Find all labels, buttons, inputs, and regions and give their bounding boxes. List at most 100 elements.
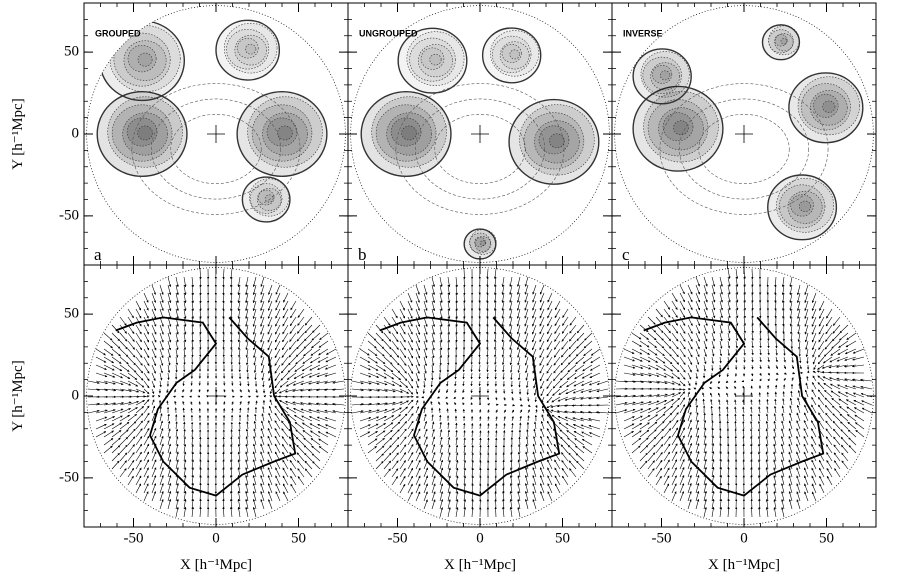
velocity-arrow xyxy=(788,443,793,454)
velocity-arrow xyxy=(647,460,655,470)
velocity-arrow xyxy=(159,300,164,311)
velocity-arrow xyxy=(431,491,436,502)
velocity-arrow xyxy=(841,444,849,454)
velocity-arrow xyxy=(143,475,149,486)
contour xyxy=(778,184,826,229)
velocity-arrow xyxy=(803,443,809,454)
velocity-arrow xyxy=(260,340,265,351)
velocity-arrow xyxy=(181,395,185,398)
velocity-arrow xyxy=(454,380,457,387)
velocity-arrow xyxy=(415,300,420,311)
velocity-arrow xyxy=(679,404,686,414)
velocity-arrow xyxy=(561,459,569,470)
velocity-arrow xyxy=(671,419,679,430)
velocity-arrow xyxy=(260,491,265,502)
velocity-arrow xyxy=(695,490,700,502)
velocity-arrow xyxy=(439,421,442,430)
velocity-arrow xyxy=(679,372,686,380)
velocity-arrow xyxy=(199,276,202,288)
velocity-arrow xyxy=(845,340,857,348)
velocity-arrow xyxy=(517,451,521,462)
velocity-arrow xyxy=(623,430,634,438)
velocity-arrow xyxy=(301,415,313,422)
velocity-arrow xyxy=(303,348,313,357)
velocity-arrow xyxy=(758,413,761,422)
velocity-arrow xyxy=(297,324,305,334)
velocity-arrow xyxy=(191,276,195,288)
velocity-arrow xyxy=(245,506,249,518)
contour xyxy=(474,236,492,252)
velocity-arrow xyxy=(546,380,553,390)
velocity-arrow xyxy=(818,340,825,351)
velocity-arrow xyxy=(546,396,553,404)
velocity-arrow xyxy=(751,340,754,349)
velocity-arrow xyxy=(127,400,139,406)
velocity-arrow xyxy=(547,459,553,470)
velocity-arrow xyxy=(532,340,537,351)
velocity-arrow xyxy=(261,364,265,374)
velocity-arrow xyxy=(447,422,450,430)
velocity-arrow xyxy=(553,372,561,382)
velocity-arrow xyxy=(487,416,490,422)
velocity-arrow xyxy=(135,428,143,438)
velocity-arrow xyxy=(182,388,185,393)
velocity-arrow xyxy=(803,467,809,478)
velocity-arrow xyxy=(239,388,242,393)
velocity-arrow xyxy=(175,276,179,288)
velocity-arrow xyxy=(281,420,289,430)
velocity-arrow xyxy=(282,308,289,319)
velocity-arrow xyxy=(454,388,457,394)
velocity-arrow xyxy=(199,340,202,350)
velocity-arrow xyxy=(695,332,700,342)
velocity-arrow xyxy=(554,483,561,494)
velocity-arrow xyxy=(569,316,577,326)
velocity-arrow xyxy=(783,348,786,356)
velocity-arrow xyxy=(695,372,698,380)
velocity-arrow xyxy=(774,398,777,406)
velocity-arrow xyxy=(199,292,202,304)
velocity-arrow xyxy=(304,452,313,462)
velocity-arrow xyxy=(151,475,157,486)
velocity-arrow xyxy=(143,348,150,359)
velocity-arrow xyxy=(812,356,817,365)
velocity-arrow xyxy=(532,451,537,462)
velocity-arrow xyxy=(447,300,451,312)
velocity-arrow xyxy=(415,324,421,335)
velocity-arrow xyxy=(175,292,179,304)
velocity-arrow xyxy=(773,428,777,438)
velocity-arrow xyxy=(297,308,305,318)
velocity-arrow xyxy=(252,316,257,327)
velocity-arrow xyxy=(407,388,414,395)
velocity-arrow xyxy=(503,396,506,401)
velocity-arrow xyxy=(446,380,449,387)
velocity-arrow xyxy=(719,332,723,342)
velocity-arrow xyxy=(837,348,849,355)
velocity-arrow xyxy=(391,444,400,454)
velocity-arrow xyxy=(383,316,391,326)
velocity-arrow xyxy=(431,292,436,304)
velocity-arrow xyxy=(151,399,155,406)
velocity-arrow xyxy=(95,356,107,363)
velocity-arrow xyxy=(127,388,140,393)
velocity-arrow xyxy=(274,412,281,422)
velocity-arrow xyxy=(743,316,747,326)
velocity-arrow xyxy=(167,498,172,510)
velocity-arrow xyxy=(479,459,482,470)
velocity-arrow xyxy=(494,372,497,380)
velocity-arrow xyxy=(143,372,150,382)
velocity-arrow xyxy=(439,292,443,304)
velocity-arrow xyxy=(167,420,171,430)
velocity-arrow xyxy=(775,340,778,349)
velocity-arrow xyxy=(817,389,825,398)
velocity-arrow xyxy=(470,388,473,394)
velocity-arrow xyxy=(143,300,149,311)
velocity-arrow xyxy=(663,412,673,422)
velocity-arrow xyxy=(824,397,833,406)
contour xyxy=(534,120,580,164)
velocity-arrow xyxy=(399,308,406,319)
velocity-arrow xyxy=(702,392,705,398)
velocity-arrow xyxy=(502,372,505,380)
velocity-arrow xyxy=(854,422,865,430)
velocity-arrow xyxy=(438,401,441,406)
velocity-arrow xyxy=(167,356,171,366)
